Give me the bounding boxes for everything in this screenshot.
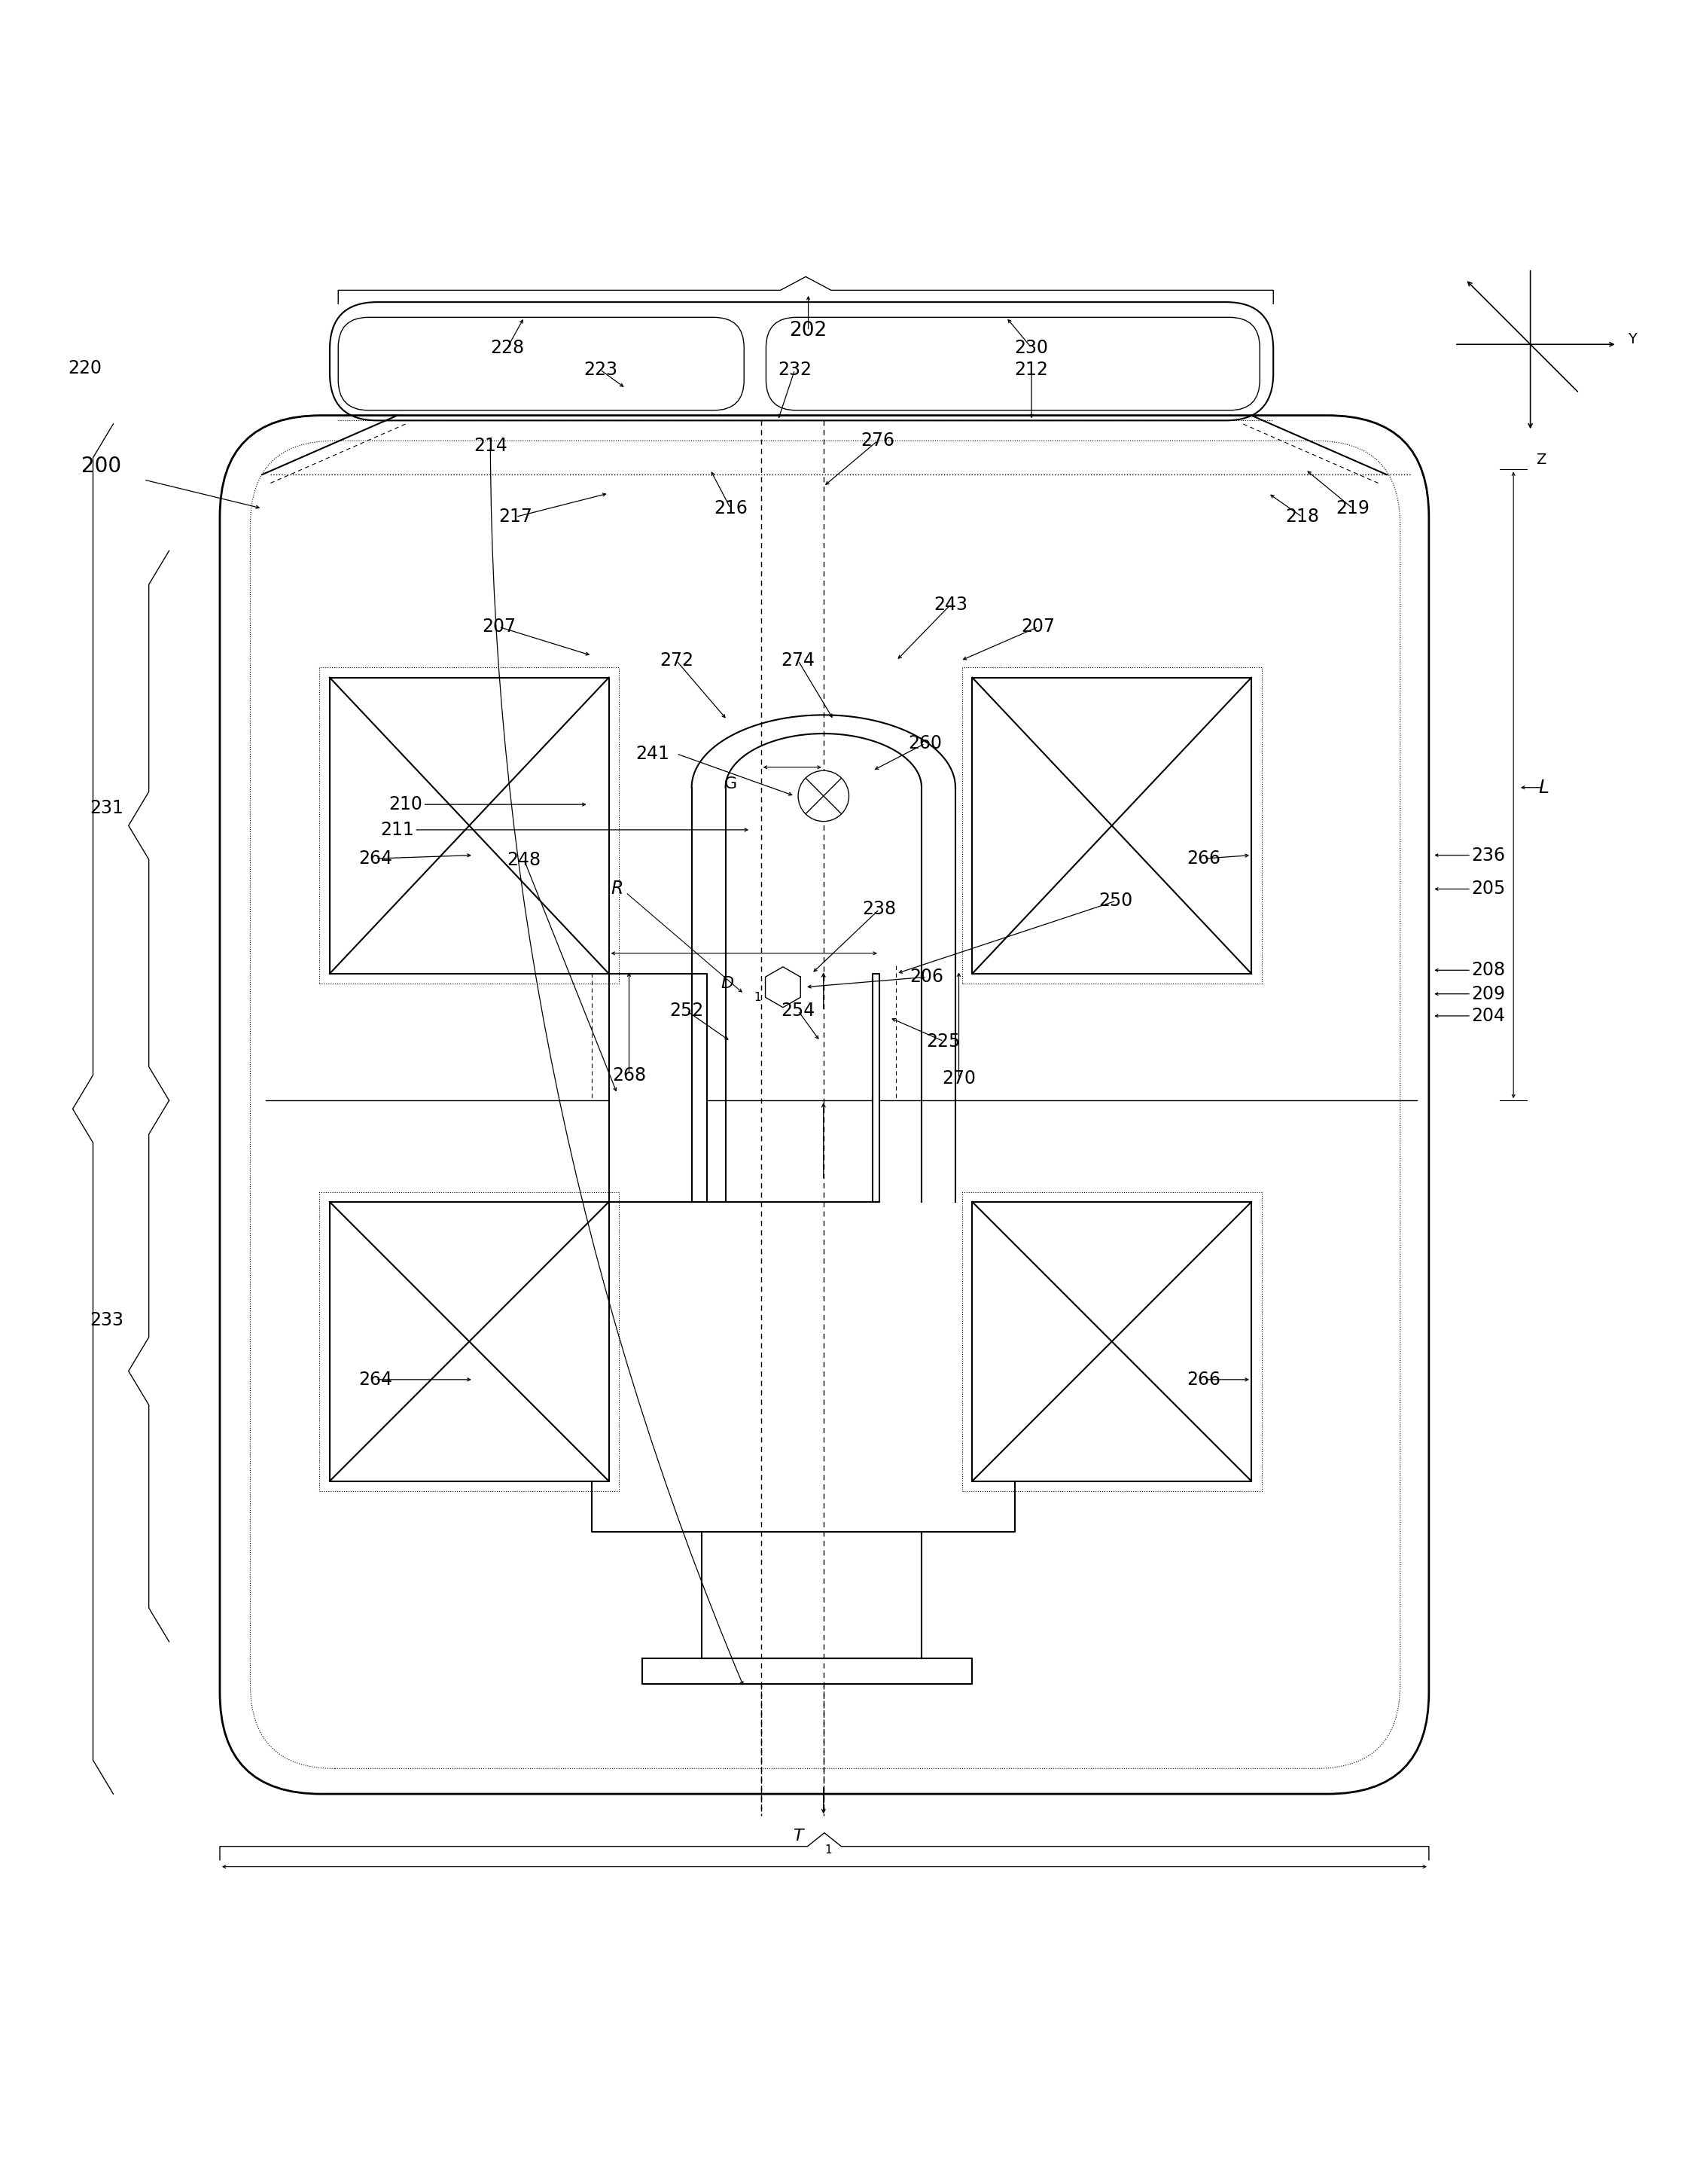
- Text: 266: 266: [1187, 850, 1221, 867]
- Text: 276: 276: [861, 432, 895, 450]
- Text: 233: 233: [90, 1310, 123, 1330]
- Text: 260: 260: [908, 734, 942, 753]
- Text: 211: 211: [380, 821, 414, 839]
- Bar: [972, 677, 1251, 974]
- Text: 268: 268: [612, 1066, 646, 1083]
- Bar: [972, 1201, 1251, 1481]
- Text: 252: 252: [670, 1002, 703, 1020]
- Text: 219: 219: [1336, 500, 1370, 518]
- Text: 206: 206: [910, 968, 944, 985]
- Text: 241: 241: [636, 745, 670, 762]
- Text: 208: 208: [1471, 961, 1505, 978]
- Polygon shape: [609, 974, 707, 1101]
- Text: 1: 1: [754, 992, 761, 1002]
- Text: 1: 1: [825, 1843, 832, 1856]
- Text: 204: 204: [1471, 1007, 1505, 1024]
- Text: 264: 264: [358, 850, 392, 867]
- Text: 272: 272: [659, 651, 693, 670]
- Text: 223: 223: [583, 360, 617, 378]
- Polygon shape: [609, 1101, 707, 1201]
- Text: 217: 217: [499, 509, 533, 526]
- Text: 264: 264: [358, 1372, 392, 1389]
- Text: 270: 270: [942, 1070, 976, 1088]
- Text: 210: 210: [389, 795, 423, 812]
- Text: 205: 205: [1471, 880, 1505, 898]
- Text: 232: 232: [778, 360, 812, 378]
- Bar: [320, 668, 619, 983]
- Text: 220: 220: [68, 358, 101, 378]
- Polygon shape: [873, 1101, 879, 1201]
- Text: Y: Y: [1628, 332, 1637, 345]
- Text: T: T: [793, 1828, 803, 1843]
- Bar: [330, 677, 609, 974]
- Text: 200: 200: [81, 456, 122, 476]
- Text: 238: 238: [862, 900, 896, 917]
- Text: 230: 230: [1015, 339, 1048, 356]
- Text: 216: 216: [714, 500, 747, 518]
- Text: G: G: [724, 778, 737, 791]
- Text: 231: 231: [90, 799, 123, 817]
- Polygon shape: [873, 974, 879, 1101]
- Text: D: D: [720, 976, 734, 992]
- Text: 207: 207: [1021, 618, 1055, 636]
- Text: 207: 207: [482, 618, 516, 636]
- Text: 209: 209: [1471, 985, 1505, 1002]
- Text: R: R: [610, 880, 624, 898]
- Text: 228: 228: [490, 339, 524, 356]
- Text: 248: 248: [507, 852, 541, 869]
- Bar: [330, 1201, 609, 1481]
- Circle shape: [798, 771, 849, 821]
- Text: 225: 225: [927, 1033, 960, 1051]
- Text: 266: 266: [1187, 1372, 1221, 1389]
- Text: 243: 243: [933, 596, 967, 614]
- Text: 214: 214: [473, 437, 507, 454]
- Text: Z: Z: [1535, 452, 1546, 467]
- Bar: [320, 1192, 619, 1492]
- Bar: [962, 1192, 1261, 1492]
- Text: 274: 274: [781, 651, 815, 670]
- Bar: [962, 668, 1261, 983]
- Text: 250: 250: [1099, 891, 1133, 911]
- Text: 218: 218: [1285, 509, 1319, 526]
- Text: 236: 236: [1471, 845, 1505, 865]
- Text: 212: 212: [1015, 360, 1048, 378]
- Text: L: L: [1539, 778, 1549, 797]
- Text: 254: 254: [781, 1002, 815, 1020]
- Text: 202: 202: [790, 321, 827, 341]
